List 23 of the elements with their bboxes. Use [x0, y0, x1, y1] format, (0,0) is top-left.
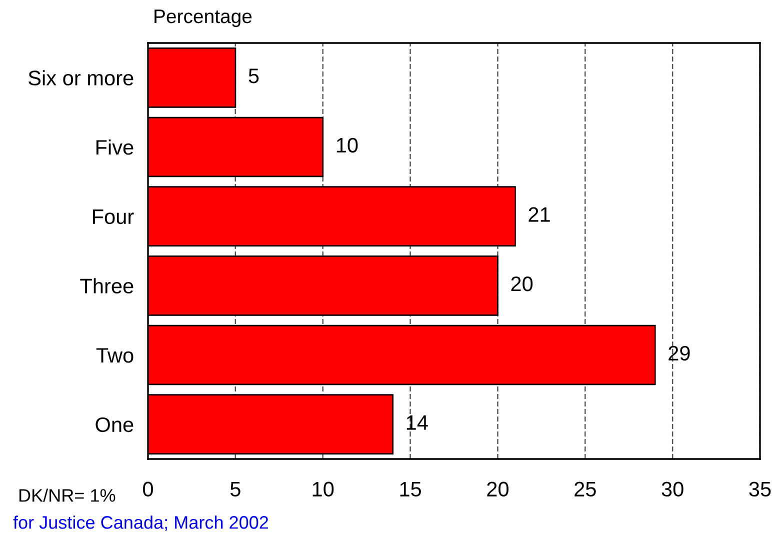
data-label: 14 — [406, 415, 428, 430]
y-tick-label: Six or more — [28, 70, 134, 86]
x-tick-label: 5 — [230, 482, 240, 497]
data-label: 21 — [528, 207, 550, 222]
x-tick-label: 20 — [487, 482, 508, 497]
y-tick-label: One — [96, 417, 134, 432]
data-label: 29 — [668, 346, 690, 361]
x-axis-title: Percentage — [154, 10, 252, 28]
x-tick-label: 35 — [749, 482, 771, 497]
data-label: 20 — [511, 276, 533, 292]
text: for Justice Canada; March 2002 — [13, 516, 268, 531]
y-tick-label: Two — [96, 348, 134, 363]
x-tick-label: 25 — [574, 482, 596, 497]
text: DK/NR= 1% — [19, 488, 116, 502]
x-tick-label: 0 — [143, 482, 153, 497]
data-label: 5 — [248, 68, 259, 84]
x-tick-label: 10 — [312, 482, 334, 497]
x-tick-label: 30 — [662, 482, 684, 497]
y-tick-label: Three — [80, 278, 134, 294]
y-tick-label: Five — [96, 139, 134, 155]
y-tick-label: Four — [92, 210, 134, 224]
x-tick-label: 15 — [400, 482, 421, 497]
data-label: 10 — [336, 138, 358, 153]
